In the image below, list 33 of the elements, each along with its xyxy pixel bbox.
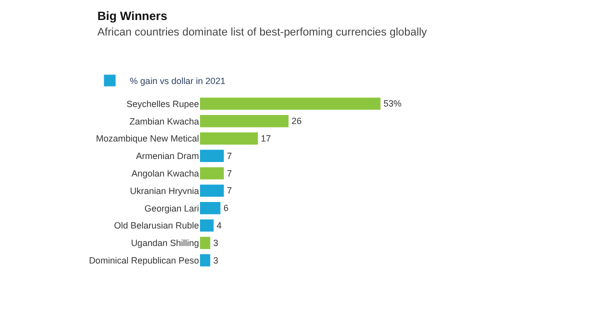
- y-tick-label: Old Belarusian Ruble: [114, 220, 199, 231]
- bar: [200, 184, 224, 197]
- y-tick-label: Ugandan Shilling: [130, 238, 199, 248]
- y-tick-label: Zambian Kwacha: [129, 116, 199, 126]
- data-label: 6: [223, 203, 228, 214]
- data-label: 7: [226, 168, 232, 178]
- bar: [200, 236, 210, 249]
- bar: [200, 202, 220, 214]
- y-tick-label: Dominical Republican Peso: [88, 255, 199, 266]
- chart-title: Big Winners: [97, 9, 168, 24]
- data-label: 4: [216, 220, 222, 230]
- data-label: 53%: [384, 98, 402, 109]
- data-label: 7: [226, 150, 232, 161]
- y-tick-label: Seychelles Rupee: [126, 98, 199, 109]
- legend-label: % gain vs dollar in 2021: [130, 76, 226, 86]
- data-label: 3: [213, 238, 218, 248]
- bar: [200, 98, 380, 110]
- bar: [200, 132, 258, 145]
- bar: [200, 254, 210, 266]
- y-tick-label: Mozambique New Metical: [96, 134, 199, 144]
- bar: [200, 167, 224, 180]
- data-label: 7: [226, 186, 232, 196]
- y-tick-label: Ukranian Hryvnia: [130, 186, 199, 196]
- data-label: 17: [260, 134, 271, 144]
- y-tick-label: Georgian Lari: [144, 203, 199, 214]
- bar: [200, 150, 224, 162]
- y-tick-label: Angolan Kwacha: [131, 168, 199, 178]
- data-label: 26: [292, 116, 302, 126]
- bar: [200, 115, 289, 128]
- y-tick-label: Armenian Dram: [136, 151, 199, 162]
- bar: [200, 219, 214, 232]
- data-label: 3: [213, 255, 218, 266]
- chart-subtitle: African countries dominate list of best-perfoming currencies globally: [97, 26, 428, 39]
